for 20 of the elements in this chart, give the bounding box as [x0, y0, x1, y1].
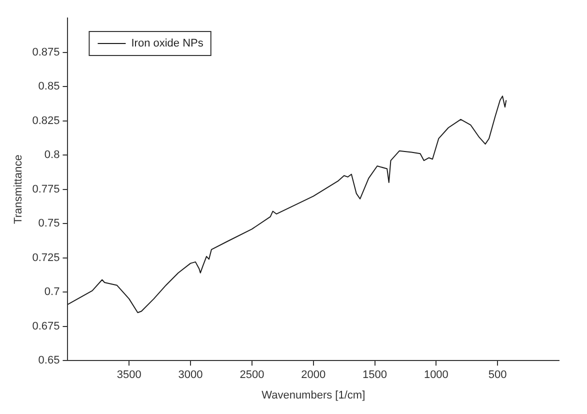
y-axis-title: Transmittance: [12, 154, 25, 224]
y-tick-label: 0.725: [32, 252, 60, 264]
y-tick-label: 0.825: [32, 114, 60, 127]
x-axis-title: Wavenumbers [1/cm]: [262, 389, 366, 402]
y-tick-label: 0.775: [32, 183, 60, 196]
x-tick-label: 2000: [301, 369, 326, 382]
x-tick-label: 2500: [240, 369, 264, 382]
x-tick-label: 3500: [116, 369, 142, 382]
x-tick-label: 3000: [178, 369, 203, 382]
x-tick-label: 1000: [424, 369, 448, 382]
y-tick-label: 0.85: [38, 80, 60, 93]
x-tick-label: 500: [488, 369, 507, 382]
y-tick-label: 0.7: [44, 286, 60, 298]
legend-label: Iron oxide NPs: [131, 38, 204, 50]
y-tick-label: 0.675: [32, 320, 60, 332]
y-tick-label: 0.8: [44, 149, 60, 162]
y-tick-label: 0.65: [38, 354, 60, 367]
y-tick-label: 0.75: [38, 218, 60, 230]
y-tick-label: 0.875: [32, 46, 60, 58]
x-tick-label: 1500: [362, 369, 388, 382]
